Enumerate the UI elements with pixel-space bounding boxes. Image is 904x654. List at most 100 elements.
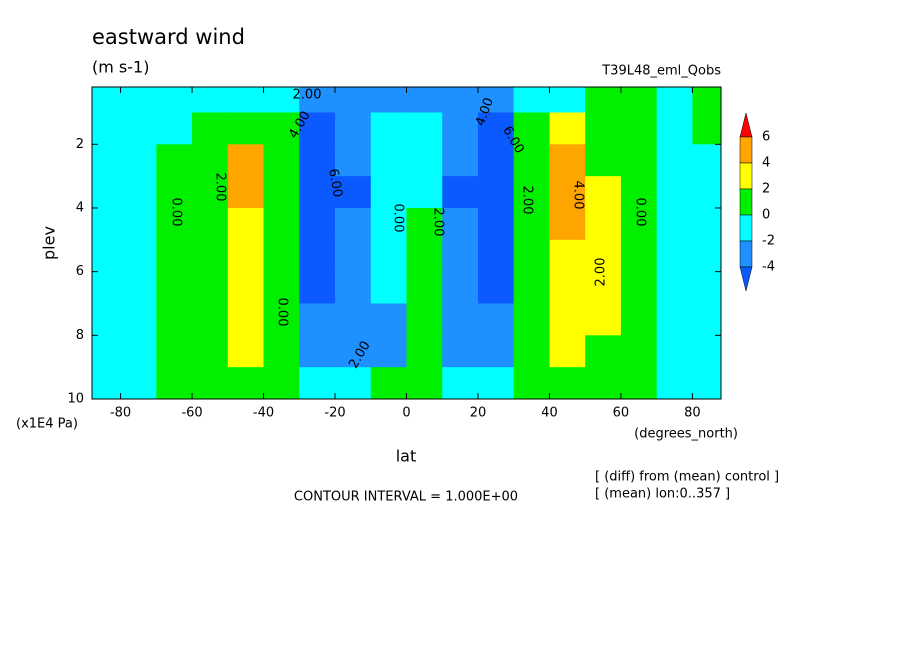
contour-cell xyxy=(335,176,372,209)
x-tick-label: -80 xyxy=(110,406,131,421)
contour-cell xyxy=(406,207,443,241)
contour-cell xyxy=(406,335,443,368)
contour-cell xyxy=(299,87,336,113)
contour-cell xyxy=(692,303,721,336)
contour-cell xyxy=(120,176,157,209)
contour-cell xyxy=(370,303,407,336)
contour-cell xyxy=(656,112,693,145)
x-tick-label: -60 xyxy=(181,406,202,421)
contour-label: 2.00 xyxy=(213,173,228,202)
contour-cell xyxy=(692,367,721,399)
y-tick-label: 8 xyxy=(76,328,84,343)
contour-cell xyxy=(656,87,693,113)
contour-cell xyxy=(335,87,372,113)
contour-cell xyxy=(227,239,265,273)
y-tick-label: 10 xyxy=(67,392,84,407)
contour-cell xyxy=(585,239,622,273)
contour-cell xyxy=(620,271,658,304)
contour-cell xyxy=(335,144,372,177)
contour-cell xyxy=(549,87,586,113)
contour-cell xyxy=(585,303,622,336)
contour-cell xyxy=(477,176,515,209)
contour-cell xyxy=(192,335,229,368)
contour-label: 2.00 xyxy=(520,186,535,215)
contour-cell xyxy=(477,271,515,304)
contour-cell xyxy=(656,335,693,368)
y-unit-label: (x1E4 Pa) xyxy=(16,417,78,432)
contour-cell xyxy=(156,207,193,241)
contour-cell xyxy=(442,303,479,336)
contour-cell xyxy=(513,335,550,368)
contour-cell xyxy=(406,144,443,177)
contour-cell xyxy=(406,303,443,336)
contour-cell xyxy=(92,144,122,177)
contour-cell xyxy=(92,87,122,113)
contour-cell xyxy=(263,335,300,368)
contour-cell xyxy=(370,367,407,399)
contour-cell xyxy=(192,303,229,336)
contour-cell xyxy=(227,303,265,336)
contour-cell xyxy=(335,303,372,336)
contour-cell xyxy=(477,303,515,336)
contour-cell xyxy=(442,239,479,273)
contour-cell xyxy=(370,112,407,145)
contour-cell xyxy=(335,271,372,304)
contour-cell xyxy=(585,144,622,177)
contour-cell xyxy=(120,207,157,241)
contour-cell xyxy=(120,239,157,273)
contour-cell xyxy=(692,112,721,145)
contour-cell xyxy=(549,112,586,145)
contour-cell xyxy=(299,335,336,368)
contour-cell xyxy=(227,87,265,113)
contour-cell xyxy=(477,335,515,368)
contour-cell xyxy=(263,87,300,113)
contour-cell xyxy=(585,112,622,145)
contour-cell xyxy=(370,239,407,273)
contour-cell xyxy=(335,367,372,399)
contour-cell xyxy=(477,207,515,241)
contour-cell xyxy=(156,112,193,145)
contour-cell xyxy=(442,207,479,241)
contour-cell xyxy=(227,176,265,209)
y-tick-label: 2 xyxy=(76,137,84,152)
contour-cell xyxy=(335,239,372,273)
contour-cell xyxy=(513,207,550,241)
contour-cell xyxy=(620,335,658,368)
contour-cell xyxy=(692,271,721,304)
chart-title: eastward wind xyxy=(92,25,245,49)
contour-cell xyxy=(692,176,721,209)
contour-cell xyxy=(406,87,443,113)
contour-cell xyxy=(299,367,336,399)
contour-cell xyxy=(227,271,265,304)
contour-cell xyxy=(120,367,157,399)
contour-cell xyxy=(335,112,372,145)
contour-label: 6.00 xyxy=(325,167,345,198)
contour-cell xyxy=(620,303,658,336)
contour-cell xyxy=(549,207,586,241)
contour-cell xyxy=(263,176,300,209)
contour-cell xyxy=(92,367,122,399)
contour-cell xyxy=(442,87,479,113)
colorbar-triangle xyxy=(739,266,753,292)
colorbar-label: 2 xyxy=(762,182,770,197)
contour-cell xyxy=(299,239,336,273)
contour-cell xyxy=(585,271,622,304)
contour-cell xyxy=(513,112,550,145)
contour-cell xyxy=(406,112,443,145)
colorbar-label: 6 xyxy=(762,130,770,145)
contour-label: 2.00 xyxy=(594,258,609,287)
contour-cell xyxy=(227,367,265,399)
y-axis-label: plev xyxy=(40,226,59,260)
contour-cell xyxy=(120,335,157,368)
contour-cell xyxy=(263,144,300,177)
contour-label: 0.00 xyxy=(169,198,184,227)
contour-label: 4.00 xyxy=(571,181,586,210)
contour-cell xyxy=(92,176,122,209)
contour-field xyxy=(92,87,721,399)
x-tick-label: -40 xyxy=(253,406,274,421)
colorbar-box xyxy=(739,240,753,268)
contour-cell xyxy=(92,112,122,145)
contour-cell xyxy=(92,303,122,336)
